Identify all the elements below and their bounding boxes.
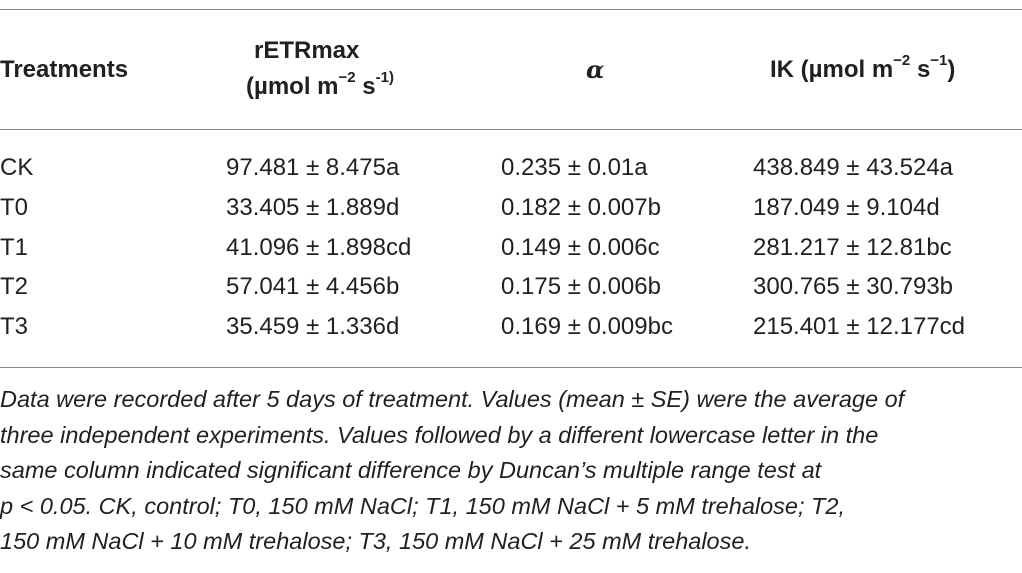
cell-ik: 438.849 ± 43.524a: [753, 154, 954, 181]
footnote-line: three independent experiments. Values fo…: [0, 421, 879, 448]
cell-retrmax: 41.096 ± 1.898cd: [226, 234, 412, 261]
cell-alpha: 0.169 ± 0.009bc: [501, 313, 673, 340]
cell-ik: 281.217 ± 12.81bc: [753, 234, 952, 261]
cell-treatment: T1: [0, 234, 29, 261]
cell-retrmax: 57.041 ± 4.456b: [226, 273, 400, 300]
table-bottom-rule: [0, 367, 1022, 368]
header-alpha: α: [586, 52, 604, 88]
cell-ik: 300.765 ± 30.793b: [753, 273, 954, 300]
cell-alpha: 0.235 ± 0.01a: [501, 154, 648, 181]
header-retrmax-line2: (µmol m−2 s-1): [246, 69, 394, 100]
footnote-line: 150 mM NaCl + 10 mM trehalose; T3, 150 m…: [0, 528, 751, 555]
cell-treatment: T3: [0, 313, 29, 340]
cell-treatment: CK: [0, 154, 34, 181]
cell-alpha: 0.149 ± 0.006c: [501, 234, 660, 261]
header-retrmax: rETRmax (µmol m−2 s-1): [246, 33, 394, 105]
header-treatments: Treatments: [0, 52, 128, 88]
cell-treatment: T2: [0, 273, 29, 300]
cell-alpha: 0.182 ± 0.007b: [501, 194, 661, 221]
table-header-rule: [0, 129, 1022, 130]
cell-retrmax: 33.405 ± 1.889d: [226, 194, 400, 221]
table-top-rule: [0, 9, 1022, 10]
cell-ik: 215.401 ± 12.177cd: [753, 313, 966, 340]
footnote-line: Data were recorded after 5 days of treat…: [0, 386, 905, 412]
cell-ik: 187.049 ± 9.104d: [753, 194, 940, 221]
cell-alpha: 0.175 ± 0.006b: [501, 273, 661, 300]
table-footnote: Data were recorded after 5 days of treat…: [0, 382, 1010, 560]
header-alpha-label: α: [586, 55, 605, 84]
cell-treatment: T0: [0, 194, 29, 221]
footnote-line: same column indicated significant differ…: [0, 457, 822, 484]
footnote-line: p < 0.05. CK, control; T0, 150 mM NaCl; …: [0, 492, 846, 519]
header-treatments-label: Treatments: [0, 56, 129, 83]
cell-retrmax: 97.481 ± 8.475a: [226, 154, 400, 181]
cell-retrmax: 35.459 ± 1.336d: [226, 313, 400, 340]
header-ik: IK (µmol m−2 s−1): [770, 52, 956, 83]
header-retrmax-line1: rETRmax: [254, 37, 360, 64]
